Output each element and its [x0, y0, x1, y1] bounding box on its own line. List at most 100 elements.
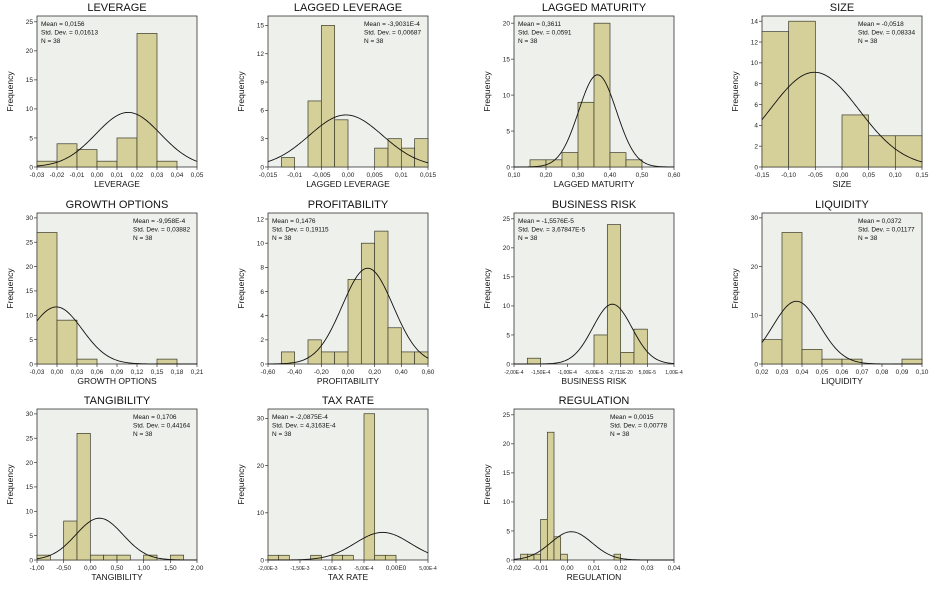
stats-line: Mean = -0,0518 — [858, 21, 904, 28]
y-tick-label: 5 — [506, 528, 510, 535]
x-tick-label: 0,02 — [614, 565, 627, 572]
y-tick-label: 2 — [754, 143, 758, 150]
y-tick-label: 20 — [26, 48, 34, 55]
x-axis-label: LAGGED LEVERAGE — [306, 179, 390, 189]
stats-line: Mean = -9,958E-4 — [133, 218, 186, 225]
y-tick-label: 0 — [29, 164, 33, 171]
histogram-bar — [593, 22, 611, 168]
stats-line: Std. Dev. = 0,00687 — [364, 30, 422, 37]
x-axis-label: LAGGED MATURITY — [554, 179, 635, 189]
x-tick-label: 0,03 — [71, 369, 84, 376]
chart-title: TAX RATE — [322, 395, 374, 407]
histogram-bar — [788, 20, 816, 168]
histogram-bar — [868, 135, 896, 168]
stats-line: Std. Dev. = 3,67847E-5 — [518, 227, 586, 234]
stats-line: Mean = -2,0875E-4 — [272, 414, 328, 421]
histogram-bar — [342, 554, 354, 561]
x-tick-label: -1,00E-4 — [558, 370, 577, 376]
x-tick-label: 0,40 — [604, 172, 617, 179]
normal-curve — [268, 531, 429, 561]
x-tick-label: 5,00E-5 — [639, 370, 657, 376]
x-tick-label: 0,09 — [111, 369, 124, 376]
histogram-bar — [156, 160, 178, 168]
x-axis-label: SIZE — [833, 179, 852, 189]
x-tick-label: 0,21 — [191, 369, 204, 376]
y-axis-label: Frequency — [482, 71, 492, 112]
x-tick-label: 0,50 — [111, 565, 124, 572]
x-tick-label: 0,10 — [508, 172, 521, 179]
chart-title: GROWTH OPTIONS — [66, 199, 169, 211]
x-tick-label: 0,30 — [572, 172, 585, 179]
stats-line: Std. Dev. = 0,03882 — [133, 227, 191, 234]
y-tick-label: 10 — [257, 510, 265, 517]
x-tick-label: 0,03 — [151, 172, 164, 179]
y-tick-label: 6 — [260, 289, 264, 296]
x-tick-label: 0,015 — [420, 172, 437, 179]
histogram-bar — [280, 351, 296, 365]
chart-title: REGULATION — [559, 395, 630, 407]
x-tick-label: 0,50 — [636, 172, 649, 179]
x-tick-label: 0,60 — [668, 172, 681, 179]
y-axis-label: Frequency — [730, 268, 740, 309]
y-axis-label: Frequency — [236, 268, 246, 309]
y-axis-label: Frequency — [236, 71, 246, 112]
stats-line: Mean = 0,0156 — [41, 21, 85, 28]
x-tick-label: 0,01 — [588, 565, 601, 572]
y-tick-label: 6 — [260, 108, 264, 115]
x-tick-label: 0,02 — [131, 172, 144, 179]
y-tick-label: 30 — [26, 411, 34, 418]
y-tick-label: 5 — [29, 135, 33, 142]
histogram-bar — [363, 413, 376, 561]
y-axis-label: Frequency — [236, 464, 246, 505]
histogram-bar — [625, 159, 643, 168]
stats-line: Std. Dev. = 0,44164 — [133, 423, 191, 430]
x-tick-label: 0,60 — [422, 369, 435, 376]
x-tick-label: 0,00 — [342, 172, 355, 179]
stats-line: Std. Dev. = 0,0591 — [518, 30, 572, 37]
y-tick-label: 25 — [26, 240, 34, 247]
x-tick-label: -0,02 — [507, 565, 522, 572]
chart-title: LAGGED LEVERAGE — [294, 2, 402, 14]
x-tick-label: -2,711E-20 — [608, 370, 633, 376]
chart-title: BUSINESS RISK — [552, 199, 637, 211]
y-tick-label: 30 — [26, 215, 34, 222]
y-tick-label: 10 — [751, 313, 759, 320]
x-tick-label: 0,07 — [856, 369, 869, 376]
y-tick-label: 3 — [260, 136, 264, 143]
x-tick-label: -0,03 — [30, 172, 45, 179]
x-tick-label: -5,00E-5 — [584, 370, 603, 376]
stats-line: N = 38 — [133, 235, 153, 242]
histogram-bar — [280, 157, 296, 168]
x-tick-label: 0,00E0 — [386, 565, 407, 572]
x-tick-label: -0,20 — [314, 369, 329, 376]
chart-title: LEVERAGE — [87, 2, 146, 14]
x-tick-label: 0,04 — [796, 369, 809, 376]
histogram-bar — [320, 25, 336, 168]
x-tick-label: 0,04 — [171, 172, 184, 179]
normal-curve — [36, 111, 198, 167]
x-tick-label: 0,00 — [91, 172, 104, 179]
y-tick-label: 12 — [257, 51, 265, 58]
y-tick-label: 0 — [29, 557, 33, 564]
x-tick-label: -2,00E-4 — [504, 370, 523, 376]
histogram-bar — [387, 327, 402, 365]
normal-curve — [267, 114, 429, 164]
stats-line: N = 38 — [858, 38, 878, 45]
y-tick-label: 25 — [503, 412, 511, 419]
x-tick-label: -0,40 — [287, 369, 302, 376]
y-axis-label: Frequency — [5, 464, 15, 505]
y-tick-label: 20 — [503, 20, 511, 27]
histogram-bar — [76, 358, 98, 365]
x-tick-label: 2,00 — [191, 565, 204, 572]
histogram-bar — [560, 553, 568, 561]
plot-area — [513, 408, 675, 561]
x-tick-label: 0,01 — [111, 172, 124, 179]
stats-line: Mean = 0,1476 — [272, 218, 316, 225]
normal-curve — [267, 267, 429, 365]
